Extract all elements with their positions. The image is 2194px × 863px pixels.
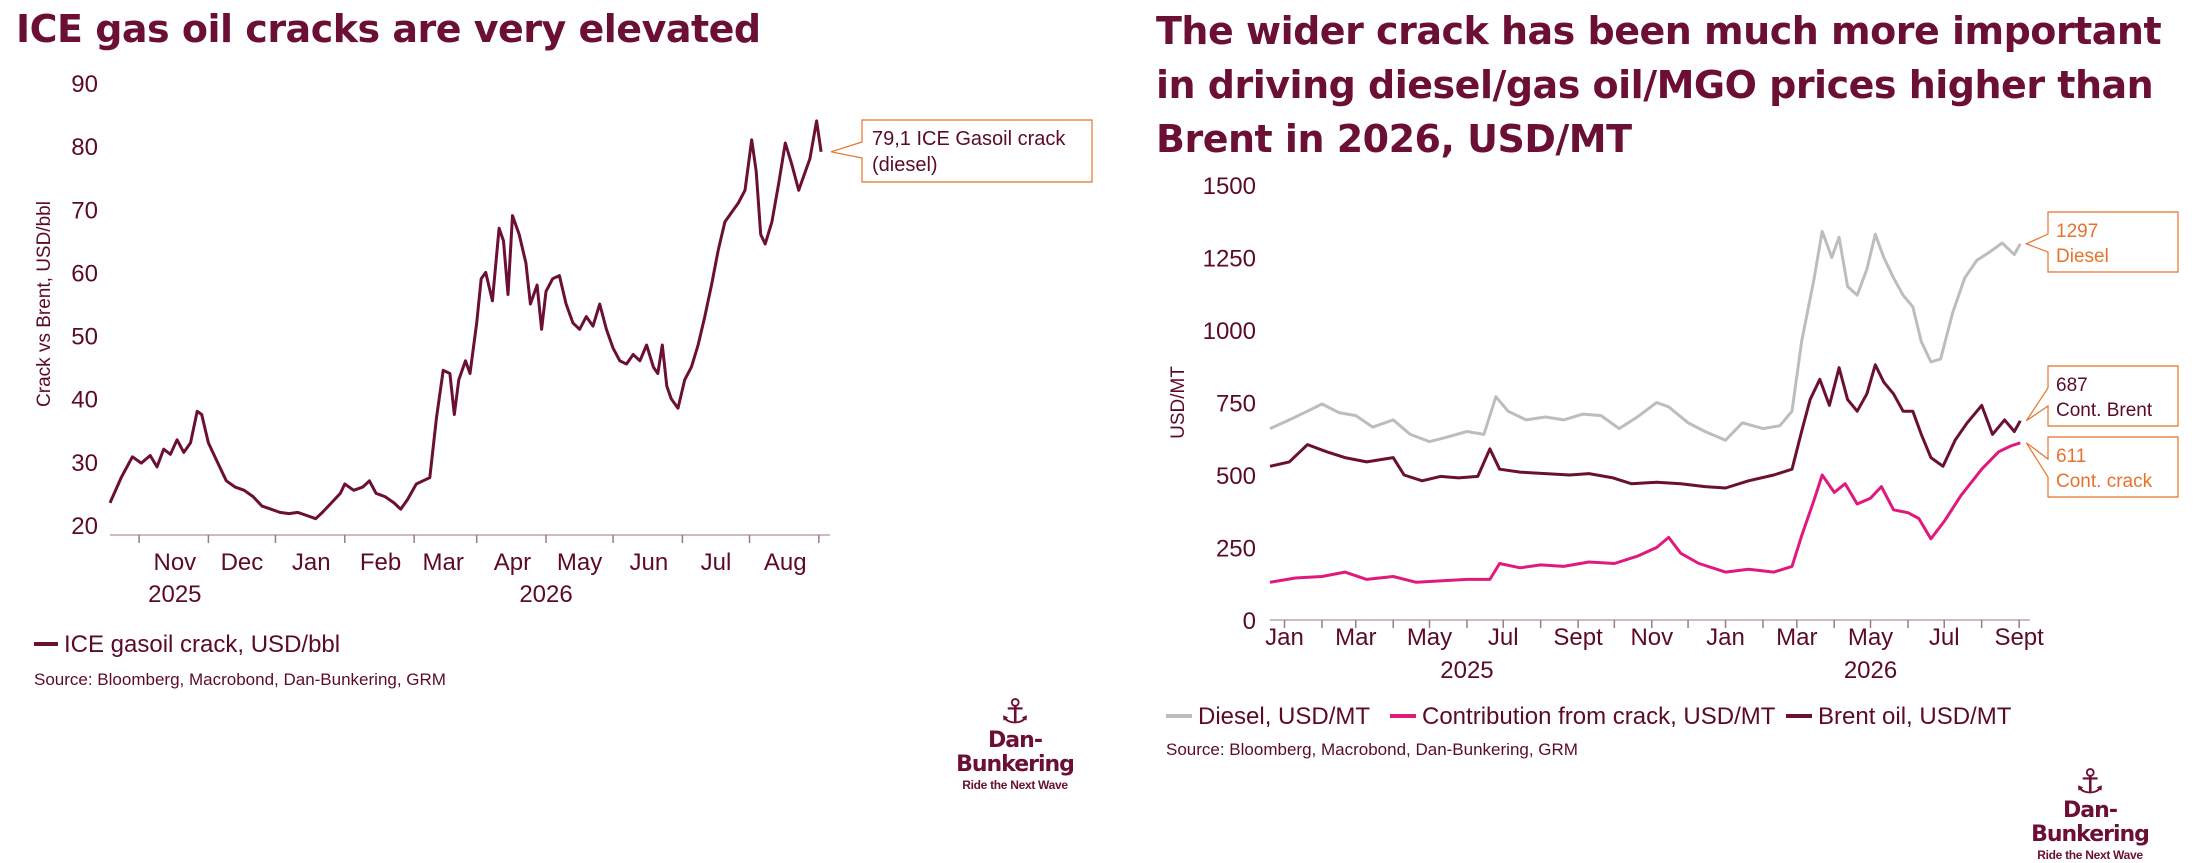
- x-tick-label: Mar: [422, 549, 463, 576]
- x-tick-label: Jan: [1706, 624, 1745, 651]
- callout-text: 79,1 ICE Gasoil crack: [872, 128, 1066, 150]
- callout-text: 611: [2056, 446, 2086, 467]
- logo-mark-icon: ⚓: [2074, 763, 2106, 801]
- x-year-label: 2026: [519, 581, 572, 608]
- x-tick-label: Jan: [1265, 624, 1304, 651]
- right-logo: ⚓ Dan-Bunkering Ride the Next Wave: [2010, 765, 2170, 863]
- x-tick-label: Jul: [1488, 624, 1519, 651]
- right-chart: 0 250 500 750 1000 1250 1500 USD/MT Jan Mar May Jul…: [1166, 173, 2179, 730]
- x-tick-label: May: [557, 549, 602, 576]
- x-year-label: 2025: [148, 581, 201, 608]
- callout-box: [2024, 211, 2179, 273]
- x-tick-label: May: [1407, 624, 1452, 651]
- x-tick-label: Mar: [1776, 624, 1817, 651]
- series-line-contribution-from-crack: [1269, 441, 2021, 584]
- left-chart: 20 30 40 50 60 70 80 90 Crack vs Brent, USD/bbl N…: [34, 71, 1093, 658]
- x-tick-label: Jul: [701, 549, 732, 576]
- callout-box: [2025, 365, 2179, 427]
- logo-brand: Dan-Bunkering: [956, 728, 1075, 777]
- logo-mark-icon: ⚓: [999, 693, 1031, 731]
- callout-text: (diesel): [872, 154, 938, 176]
- legend-label: Contribution from crack, USD/MT: [1422, 703, 1776, 730]
- legend-label: ICE gasoil crack, USD/bbl: [64, 631, 340, 658]
- left-logo: ⚓ Dan-Bunkering Ride the Next Wave: [935, 695, 1095, 793]
- callout-box: [830, 119, 1093, 183]
- logo-tagline: Ride the Next Wave: [962, 778, 1068, 792]
- x-tick-label: Jun: [630, 549, 669, 576]
- x-tick-label: Sept: [1553, 624, 1603, 651]
- legend-label: Brent oil, USD/MT: [1818, 703, 2012, 730]
- series-line-diesel: [1269, 229, 2022, 444]
- y-tick-label: 1250: [1203, 246, 1256, 273]
- x-year-label: 2026: [1844, 657, 1897, 684]
- y-axis-label: Crack vs Brent, USD/bbl: [34, 201, 55, 407]
- x-tick-label: Dec: [221, 549, 264, 576]
- y-tick-label: 90: [71, 71, 98, 98]
- y-tick-label: 80: [71, 134, 98, 161]
- x-tick-label: Feb: [360, 549, 401, 576]
- x-tick-label: Nov: [154, 549, 197, 576]
- x-tick-label: Sept: [1994, 624, 2044, 651]
- y-tick-label: 30: [71, 450, 98, 477]
- x-tick-label: Mar: [1335, 624, 1376, 651]
- callout-text: Cont. crack: [2056, 471, 2153, 492]
- y-tick-label: 0: [1243, 608, 1256, 635]
- y-tick-label: 60: [71, 260, 98, 287]
- x-year-label: 2025: [1440, 657, 1493, 684]
- series-line-brent-oil: [1269, 363, 2022, 490]
- x-tick-label: Apr: [494, 549, 531, 576]
- x-tick-label: Nov: [1630, 624, 1673, 651]
- callout-box: [2025, 436, 2179, 498]
- y-tick-label: 70: [71, 197, 98, 224]
- y-tick-label: 250: [1216, 536, 1256, 563]
- y-tick-label: 20: [71, 513, 98, 540]
- y-tick-label: 750: [1216, 391, 1256, 418]
- y-tick-label: 1500: [1203, 173, 1256, 200]
- series-line-ice-gasoil-crack: [108, 119, 823, 521]
- x-tick-label: Jan: [292, 549, 331, 576]
- callout-text: Diesel: [2056, 246, 2109, 267]
- x-tick-label: Aug: [764, 549, 807, 576]
- right-chart-title: The wider crack has been much more impor…: [1156, 9, 2162, 161]
- x-tick-label: Jul: [1929, 624, 1960, 651]
- y-tick-label: 50: [71, 324, 98, 351]
- y-axis-label: USD/MT: [1168, 366, 1189, 439]
- legend-label: Diesel, USD/MT: [1198, 703, 1370, 730]
- left-chart-source: Source: Bloomberg, Macrobond, Dan-Bunker…: [34, 670, 446, 689]
- y-tick-label: 500: [1216, 463, 1256, 490]
- callout-text: Cont. Brent: [2056, 400, 2153, 421]
- logo-tagline: Ride the Next Wave: [2037, 848, 2143, 862]
- right-chart-source: Source: Bloomberg, Macrobond, Dan-Bunker…: [1166, 740, 1578, 759]
- callout-text: 1297: [2056, 221, 2098, 242]
- x-tick-label: May: [1848, 624, 1893, 651]
- y-tick-label: 1000: [1203, 318, 1256, 345]
- y-tick-label: 40: [71, 387, 98, 414]
- left-chart-title: ICE gas oil cracks are very elevated: [16, 7, 761, 51]
- callout-text: 687: [2056, 375, 2088, 396]
